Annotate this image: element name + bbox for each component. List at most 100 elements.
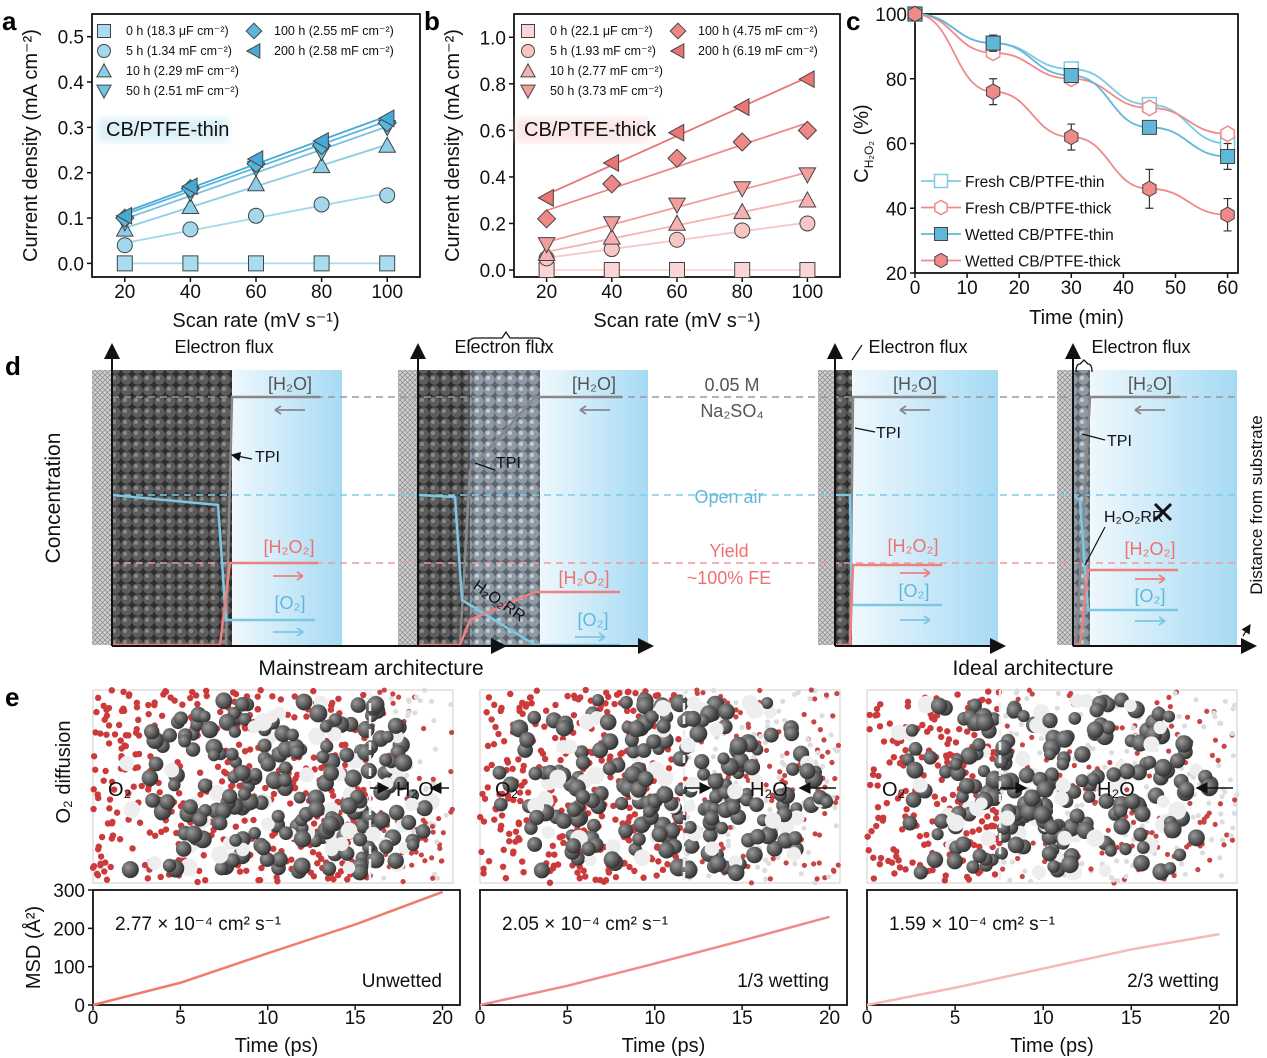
o2-molecule	[100, 702, 107, 710]
o2-label: [O₂]	[578, 610, 609, 630]
y-tick-label: 1.0	[480, 28, 506, 49]
carbon-sphere	[265, 771, 284, 790]
data-point	[115, 206, 133, 225]
o2-molecule	[97, 862, 104, 869]
water-molecule	[825, 749, 831, 755]
legend-label: 5 h (1.34 mF cm⁻²)	[126, 44, 232, 58]
carbon-sphere	[799, 763, 816, 780]
x-tick-label: 20	[432, 1008, 453, 1029]
water-molecule	[1019, 873, 1025, 880]
carbon-sphere	[1056, 757, 1070, 771]
water-molecule	[1229, 837, 1236, 843]
y-tick-label: 0.4	[480, 168, 507, 189]
carbon-sphere	[1017, 710, 1030, 723]
data-point	[116, 237, 133, 254]
water-molecule	[1090, 745, 1096, 752]
o2-molecule	[873, 822, 880, 830]
carbon-sphere	[1136, 841, 1150, 854]
water-molecule	[381, 687, 387, 693]
water-molecule	[1054, 705, 1060, 711]
open-air-label: Open air	[694, 487, 763, 507]
water-molecule	[1018, 721, 1024, 728]
o2-molecule	[509, 850, 517, 857]
carbon-sphere	[1079, 693, 1094, 708]
o2-molecule	[334, 798, 341, 805]
water-molecule	[763, 857, 769, 863]
arrow-left-icon	[899, 405, 930, 415]
water-molecule	[1204, 708, 1210, 714]
o2-molecule	[203, 692, 210, 700]
carbon-sphere	[259, 852, 275, 867]
legend-marker	[97, 24, 111, 38]
carbon-sphere	[1151, 706, 1166, 722]
carbon-sphere	[683, 838, 700, 854]
o2-molecule	[132, 751, 139, 758]
water-molecule	[1132, 760, 1138, 766]
x-tick-label: 40	[180, 282, 201, 303]
o2-molecule	[533, 687, 541, 694]
o2-molecule	[516, 789, 524, 796]
carbon-sphere	[293, 830, 312, 848]
o2-molecule	[870, 875, 878, 882]
o2-molecule	[158, 828, 165, 836]
o2-molecule	[241, 725, 249, 732]
data-point	[797, 120, 818, 141]
o2-molecule	[923, 831, 930, 839]
o2-molecule	[107, 863, 114, 871]
y-axis-label: Current density (mA cm⁻²)	[442, 29, 464, 262]
water-molecule	[781, 717, 788, 723]
o2-molecule	[556, 834, 563, 841]
fe-label: ~100% FE	[687, 568, 772, 588]
o2-molecule	[990, 748, 998, 756]
o2-molecule	[484, 742, 492, 750]
o2-molecule	[490, 741, 498, 748]
water-molecule	[819, 713, 825, 719]
water-molecule	[833, 823, 839, 829]
carbon-sphere	[293, 857, 311, 875]
data-point	[667, 123, 685, 142]
x-tick-label: 10	[1033, 1008, 1054, 1029]
water-molecule	[718, 841, 724, 847]
carbon-sphere	[746, 846, 763, 864]
carbon-sphere	[1074, 746, 1091, 763]
o2-molecule	[883, 799, 891, 807]
electron-flux-label: Electron flux	[454, 337, 553, 357]
water-molecule	[826, 874, 832, 880]
substrate	[1057, 370, 1073, 645]
water-molecule	[757, 687, 763, 694]
o2-molecule	[138, 782, 145, 790]
o2-molecule	[664, 861, 671, 868]
o2-molecule	[989, 755, 996, 762]
o2-molecule	[498, 812, 506, 819]
md-snapshot-1: O₂ H₂O	[89, 687, 455, 886]
o2-molecule	[360, 691, 367, 699]
carbon-sphere	[931, 828, 944, 841]
water-molecule	[762, 739, 768, 746]
carbon-sphere	[946, 814, 960, 827]
water-molecule	[821, 737, 827, 743]
carbon-sphere	[614, 796, 629, 811]
carbon-sphere	[541, 825, 555, 839]
data-point	[1141, 119, 1157, 135]
direction-arrows	[273, 405, 1166, 642]
water-molecule	[1187, 800, 1193, 807]
water-molecule	[413, 694, 419, 700]
x-tick-label: 100	[792, 282, 824, 303]
water-molecule	[791, 691, 798, 698]
carbon-sphere	[1178, 781, 1195, 798]
o2-molecule	[103, 731, 110, 738]
annotation-glow	[98, 118, 228, 142]
data-point	[1142, 180, 1157, 198]
o2-molecule	[576, 875, 583, 882]
o2-molecule	[310, 873, 318, 880]
carbon-sphere	[946, 853, 963, 870]
o2-molecule	[870, 854, 877, 861]
o2-molecule	[868, 827, 875, 835]
water-molecule	[780, 698, 786, 704]
water-molecule	[745, 777, 751, 784]
water-molecule	[763, 876, 769, 882]
water-molecule	[420, 817, 426, 823]
carbon-sphere	[255, 839, 271, 856]
o2-molecule	[890, 753, 898, 761]
water-molecule	[828, 732, 834, 738]
